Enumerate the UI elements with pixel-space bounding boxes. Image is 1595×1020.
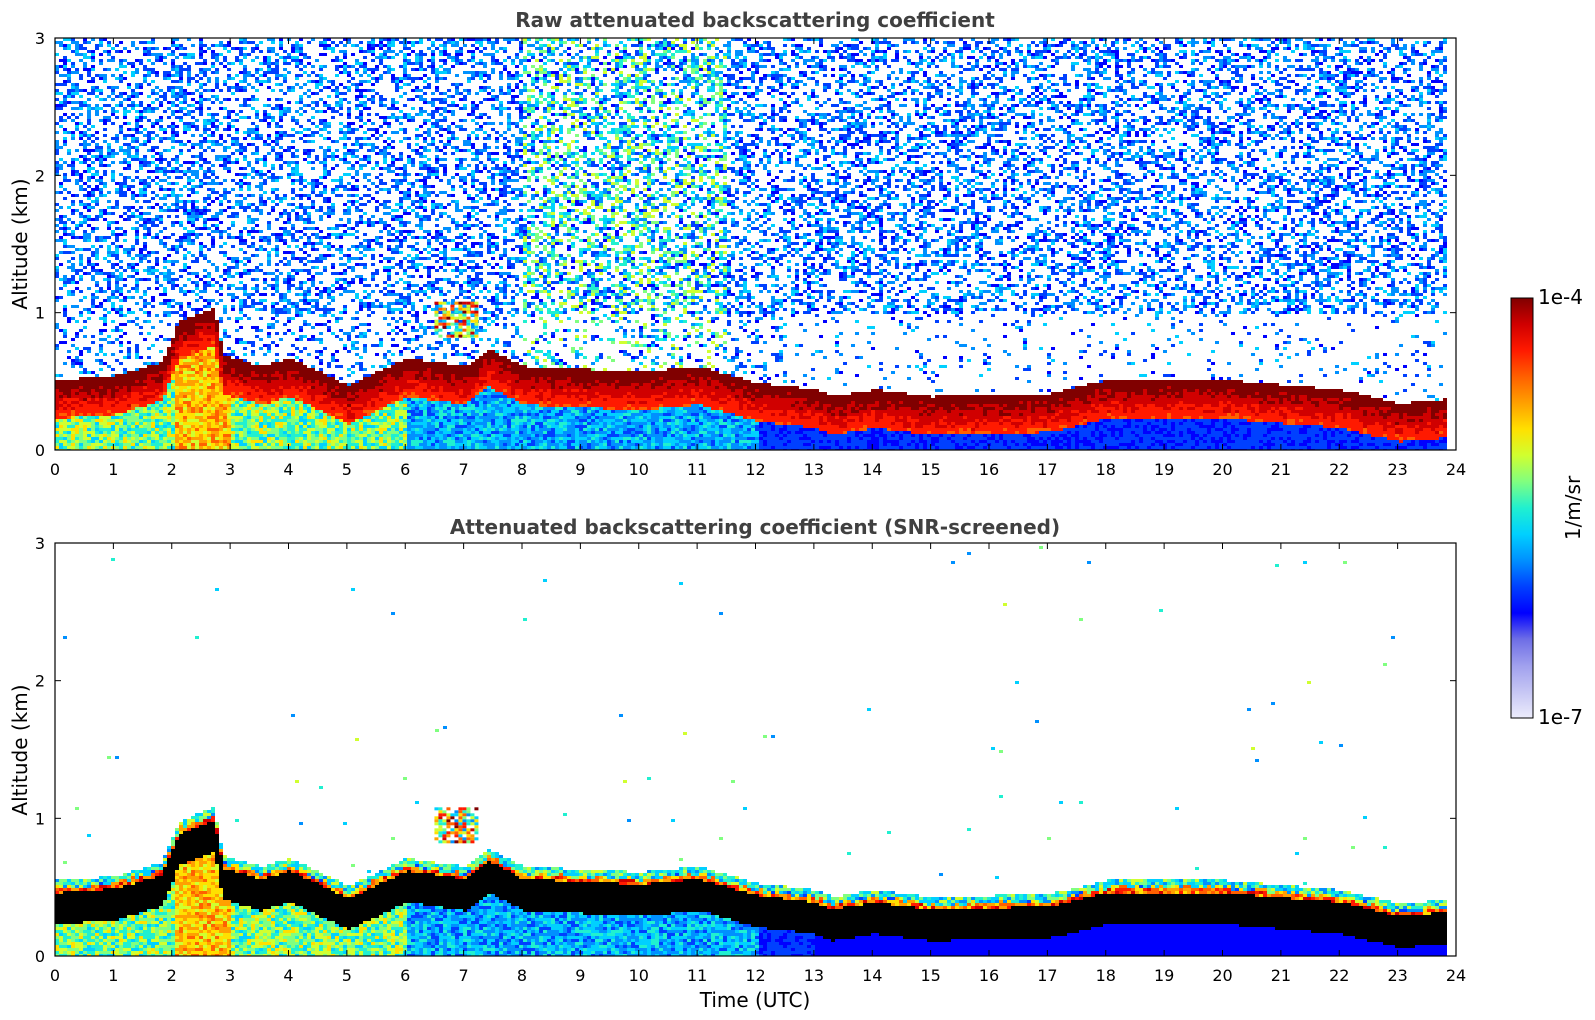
x-tick-label: 3 <box>225 460 235 479</box>
x-tick-label: 19 <box>1154 460 1174 479</box>
panel-screened-y-axis: 0 1 2 3 <box>35 534 1456 966</box>
y-tick-label: 0 <box>35 441 45 460</box>
x-tick-label: 4 <box>283 460 293 479</box>
x-tick-label: 0 <box>50 460 60 479</box>
panel-screened-ylabel: Altitude (km) <box>8 684 32 815</box>
x-tick-label: 24 <box>1446 460 1466 479</box>
elevated-feature <box>434 301 479 338</box>
x-tick-label: 8 <box>517 460 527 479</box>
x-tick-label: 4 <box>283 966 293 985</box>
x-tick-label: 14 <box>862 966 882 985</box>
x-tick-label: 18 <box>1096 966 1116 985</box>
panel-screened-xlabel: Time (UTC) <box>699 988 811 1012</box>
panel-raw-title: Raw attenuated backscattering coefficien… <box>515 8 995 32</box>
y-tick-label: 2 <box>35 166 45 185</box>
panel-raw-plot-area <box>55 38 1447 450</box>
x-tick-label: 5 <box>342 460 352 479</box>
x-tick-label: 15 <box>920 460 940 479</box>
x-tick-label: 19 <box>1154 966 1174 985</box>
colorbar-unit-label: 1/m/sr <box>1561 475 1585 540</box>
x-tick-label: 6 <box>400 460 410 479</box>
x-tick-label: 13 <box>804 966 824 985</box>
x-tick-label: 7 <box>459 966 469 985</box>
x-tick-label: 3 <box>225 966 235 985</box>
x-tick-label: 1 <box>108 966 118 985</box>
x-tick-label: 23 <box>1387 966 1407 985</box>
x-tick-label: 14 <box>862 460 882 479</box>
x-tick-label: 16 <box>979 966 999 985</box>
colorbar-max-label: 1e-4 <box>1538 285 1583 309</box>
panel-raw: Raw attenuated backscattering coefficien… <box>8 8 1466 479</box>
x-tick-label: 22 <box>1329 966 1349 985</box>
panel-screened-x-axis: 0 1 2 3 4 5 6 7 8 9 10 11 12 13 14 15 16 17 18 19 20 21 22 23 24 <box>50 543 1466 985</box>
x-tick-label: 10 <box>629 966 649 985</box>
colorbar-bar <box>1510 297 1534 719</box>
colorbar-min-label: 1e-7 <box>1538 705 1583 729</box>
elevated-feature <box>434 807 479 844</box>
x-tick-label: 20 <box>1212 460 1232 479</box>
x-tick-label: 8 <box>517 966 527 985</box>
y-tick-label: 2 <box>35 672 45 691</box>
x-tick-label: 20 <box>1212 966 1232 985</box>
panel-screened-title: Attenuated backscattering coefficient (S… <box>450 515 1060 539</box>
x-tick-label: 18 <box>1096 460 1116 479</box>
x-tick-label: 5 <box>342 966 352 985</box>
x-tick-label: 12 <box>745 460 765 479</box>
x-tick-label: 12 <box>745 966 765 985</box>
y-tick-label: 1 <box>35 809 45 828</box>
y-tick-label: 3 <box>35 29 45 48</box>
panel-raw-x-axis: 0 1 2 3 4 5 6 7 8 9 10 11 12 13 14 15 16 17 18 19 20 21 22 23 24 <box>50 38 1466 479</box>
panel-screened: Attenuated backscattering coefficient (S… <box>8 515 1466 1012</box>
x-tick-label: 6 <box>400 966 410 985</box>
y-tick-label: 0 <box>35 947 45 966</box>
panel-screened-plot-area <box>55 546 1447 956</box>
panel-raw-y-axis: 0 1 2 3 <box>35 29 1456 460</box>
x-tick-label: 15 <box>920 966 940 985</box>
x-tick-label: 9 <box>575 460 585 479</box>
x-tick-label: 17 <box>1037 966 1057 985</box>
x-tick-label: 21 <box>1271 966 1291 985</box>
y-tick-label: 1 <box>35 304 45 323</box>
x-tick-label: 24 <box>1446 966 1466 985</box>
x-tick-label: 21 <box>1271 460 1291 479</box>
x-tick-label: 1 <box>108 460 118 479</box>
x-tick-label: 9 <box>575 966 585 985</box>
x-tick-label: 13 <box>804 460 824 479</box>
x-tick-label: 17 <box>1037 460 1057 479</box>
x-tick-label: 0 <box>50 966 60 985</box>
x-tick-label: 7 <box>459 460 469 479</box>
x-tick-label: 10 <box>629 460 649 479</box>
x-tick-label: 16 <box>979 460 999 479</box>
x-tick-label: 11 <box>687 966 707 985</box>
x-tick-label: 2 <box>167 460 177 479</box>
y-tick-label: 3 <box>35 534 45 553</box>
panel-raw-ylabel: Altitude (km) <box>8 178 32 309</box>
x-tick-label: 11 <box>687 460 707 479</box>
colorbar: 1e-4 1e-7 1/m/sr <box>1510 285 1585 729</box>
x-tick-label: 22 <box>1329 460 1349 479</box>
x-tick-label: 23 <box>1387 460 1407 479</box>
x-tick-label: 2 <box>167 966 177 985</box>
